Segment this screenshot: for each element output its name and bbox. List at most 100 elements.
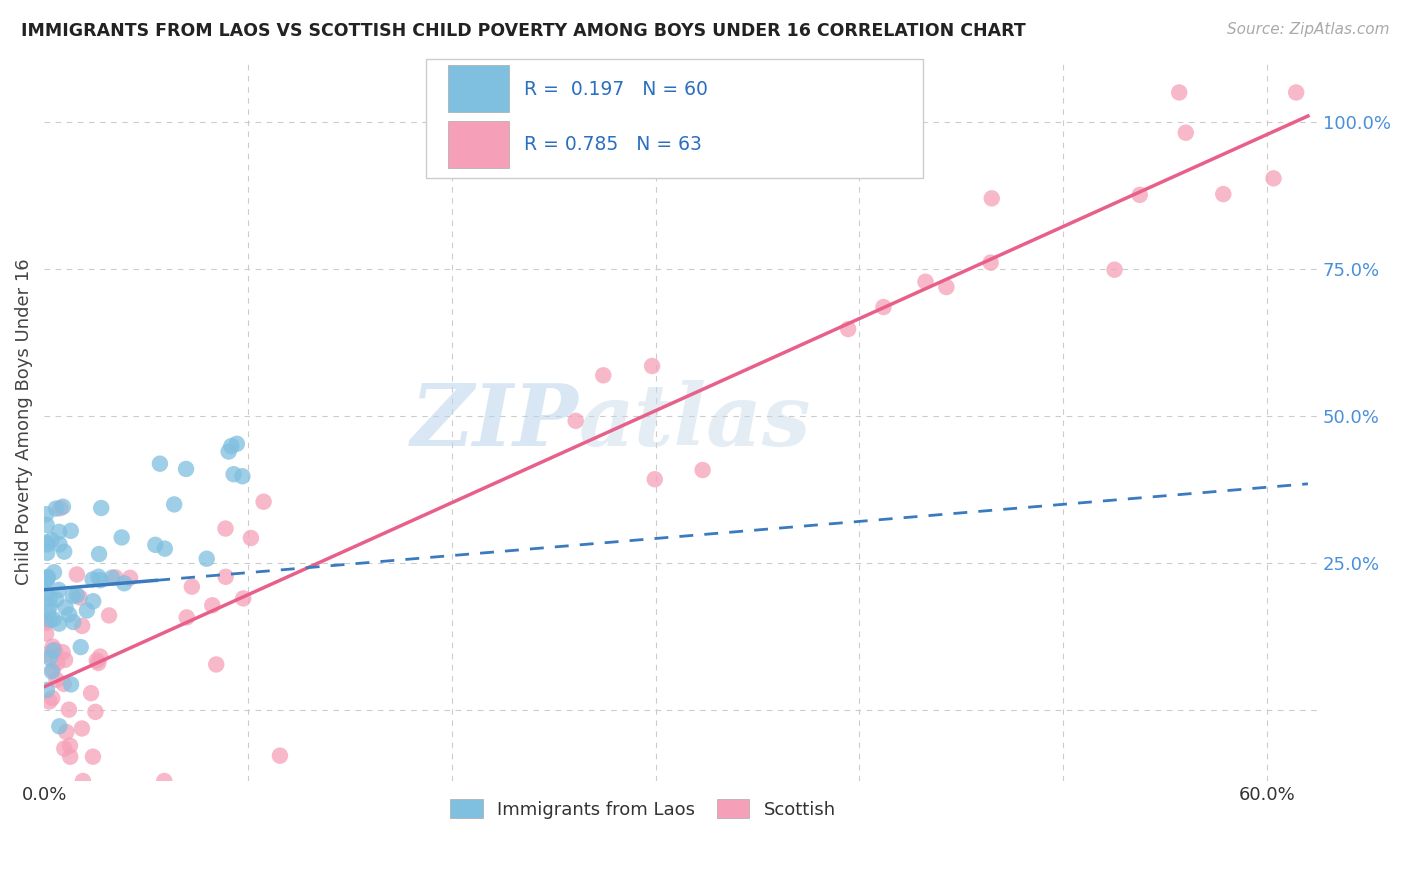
Point	[72, 774, 94, 789]
Point	[39, 613, 62, 627]
Text: ZIP: ZIP	[412, 380, 579, 464]
Point	[42, 566, 65, 580]
Point	[35, 507, 58, 521]
Point	[41, 665, 63, 679]
Point	[52, 500, 75, 514]
Point	[914, 275, 936, 289]
Point	[66, 588, 89, 602]
Point	[935, 280, 957, 294]
Point	[90, 501, 112, 516]
Point	[1104, 262, 1126, 277]
Point	[1285, 86, 1308, 100]
Point	[218, 444, 240, 458]
Point	[70, 619, 93, 633]
Point	[118, 571, 141, 585]
Point	[42, 612, 65, 626]
Text: R = 0.785   N = 63: R = 0.785 N = 63	[524, 136, 702, 154]
Point	[174, 462, 197, 476]
FancyBboxPatch shape	[449, 65, 509, 112]
Point	[89, 573, 111, 587]
Point	[66, 567, 89, 582]
Point	[38, 694, 60, 708]
Point	[80, 686, 103, 700]
Point	[37, 605, 59, 619]
Point	[252, 494, 274, 508]
Point	[195, 551, 218, 566]
Point	[214, 522, 236, 536]
Point	[564, 414, 586, 428]
Point	[38, 591, 60, 606]
Point	[87, 656, 110, 670]
Point	[48, 582, 70, 597]
Point	[35, 648, 58, 662]
Point	[59, 739, 82, 753]
Point	[98, 608, 121, 623]
Point	[52, 677, 75, 691]
Point	[45, 501, 67, 516]
Point	[239, 531, 262, 545]
Point	[38, 651, 60, 665]
Point	[86, 654, 108, 668]
Point	[1263, 171, 1285, 186]
Point	[69, 591, 91, 605]
Point	[55, 725, 77, 739]
Point	[35, 585, 58, 599]
Point	[82, 749, 104, 764]
Point	[232, 591, 254, 606]
Text: IMMIGRANTS FROM LAOS VS SCOTTISH CHILD POVERTY AMONG BOYS UNDER 16 CORRELATION C: IMMIGRANTS FROM LAOS VS SCOTTISH CHILD P…	[21, 22, 1026, 40]
Point	[112, 576, 135, 591]
Point	[35, 573, 58, 587]
Point	[837, 322, 859, 336]
Point	[45, 673, 67, 687]
Point	[59, 749, 82, 764]
Point	[153, 774, 176, 789]
Point	[44, 643, 66, 657]
Point	[153, 541, 176, 556]
Point	[205, 657, 228, 672]
Point	[101, 571, 124, 585]
Point	[180, 580, 202, 594]
Point	[215, 570, 238, 584]
FancyBboxPatch shape	[449, 121, 509, 168]
Point	[89, 649, 111, 664]
Point	[52, 645, 75, 659]
Point	[69, 640, 91, 654]
Point	[37, 570, 59, 584]
Point	[35, 614, 58, 628]
Point	[48, 524, 70, 539]
Text: R =  0.197   N = 60: R = 0.197 N = 60	[524, 79, 709, 99]
Point	[48, 616, 70, 631]
Point	[41, 533, 63, 547]
Point	[1129, 187, 1152, 202]
Point	[41, 640, 63, 654]
Point	[76, 603, 98, 617]
Point	[53, 741, 76, 756]
Point	[1168, 86, 1191, 100]
Point	[1212, 187, 1234, 202]
Point	[87, 570, 110, 584]
FancyBboxPatch shape	[426, 60, 924, 178]
Point	[104, 570, 127, 584]
Point	[201, 599, 224, 613]
Point	[163, 497, 186, 511]
Point	[35, 535, 58, 549]
Point	[62, 615, 84, 629]
Point	[55, 600, 77, 615]
Point	[176, 610, 198, 624]
Point	[48, 537, 70, 551]
Point	[37, 546, 59, 560]
Point	[53, 653, 76, 667]
Point	[269, 748, 291, 763]
Point	[42, 663, 65, 677]
Text: atlas: atlas	[579, 380, 811, 464]
Point	[35, 518, 58, 533]
Point	[872, 300, 894, 314]
Point	[39, 599, 62, 613]
Point	[644, 472, 666, 486]
Point	[149, 457, 172, 471]
Point	[222, 467, 245, 482]
Point	[82, 594, 104, 608]
Point	[35, 626, 58, 640]
Point	[692, 463, 714, 477]
Point	[58, 703, 80, 717]
